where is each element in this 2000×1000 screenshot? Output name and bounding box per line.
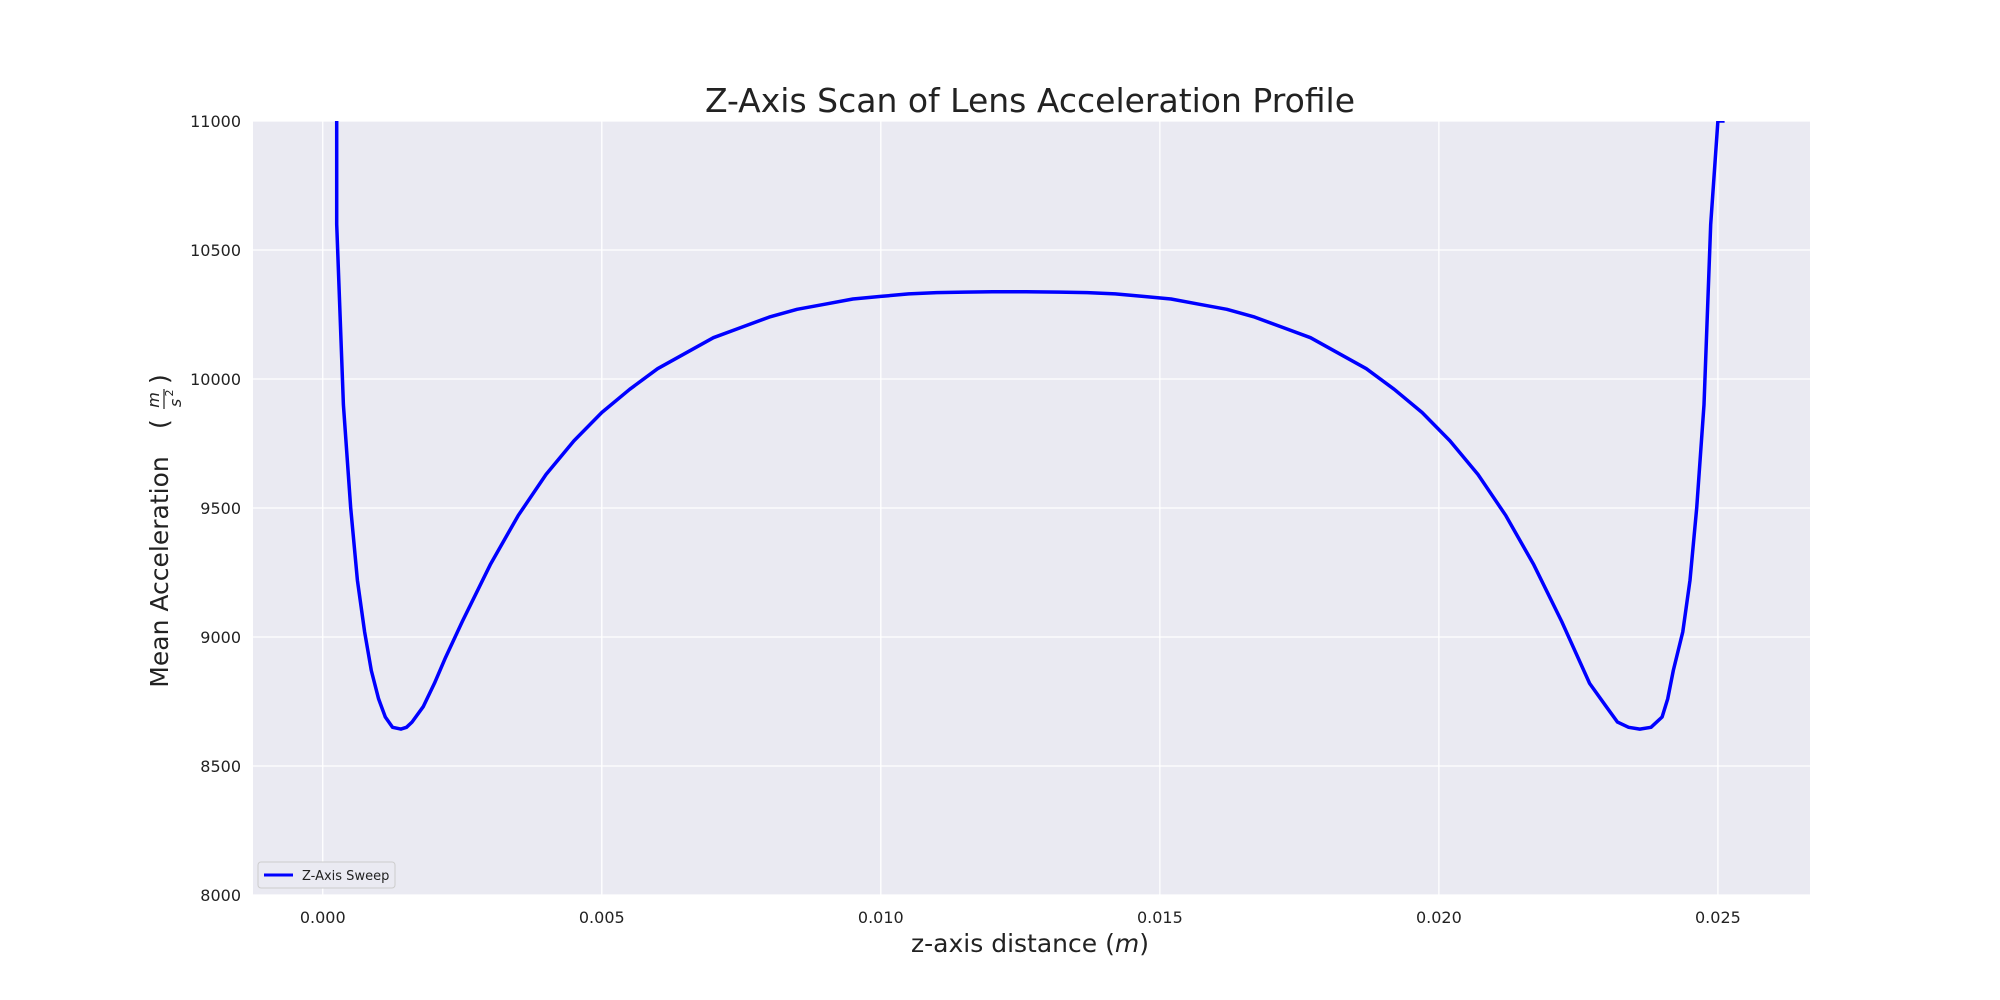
chart-title: Z-Axis Scan of Lens Acceleration Profile	[705, 81, 1355, 120]
y-tick-label: 11000	[190, 112, 241, 131]
series-line-z-axis-sweep	[334, 121, 1725, 731]
y-axis-label-text: Mean Acceleration	[145, 456, 174, 687]
y-axis-unit-open-paren: (	[145, 419, 174, 429]
y-axis-unit-close-paren: )	[145, 374, 174, 384]
y-axis-unit-exponent: 2	[163, 390, 176, 397]
y-tick-label: 9000	[200, 628, 241, 647]
y-tick-label: 10500	[190, 241, 241, 260]
legend: Z-Axis Sweep	[257, 861, 396, 889]
x-tick-label: 0.005	[579, 908, 625, 927]
y-axis-ticks: 8000 8500 9000 9500 10000 10500 11000	[190, 112, 241, 905]
y-axis-unit-numerator: m	[144, 392, 163, 408]
x-tick-label: 0.000	[300, 908, 346, 927]
legend-box	[257, 861, 396, 889]
x-tick-label: 0.025	[1695, 908, 1741, 927]
x-axis-label-text: z-axis distance	[911, 929, 1097, 958]
y-tick-label: 8000	[200, 886, 241, 905]
y-axis-label: Mean Acceleration ( m s 2 )	[144, 374, 185, 687]
grid-lines	[253, 120, 1810, 896]
y-tick-label: 10000	[190, 370, 241, 389]
x-tick-label: 0.020	[1416, 908, 1462, 927]
y-tick-label: 9500	[200, 499, 241, 518]
x-axis-unit: m	[1115, 929, 1139, 958]
legend-label-z-axis-sweep: Z-Axis Sweep	[302, 869, 389, 884]
x-tick-label: 0.015	[1137, 908, 1183, 927]
x-tick-label: 0.010	[858, 908, 904, 927]
y-tick-label: 8500	[200, 757, 241, 776]
x-axis-label: z-axis distance (m)	[911, 929, 1149, 958]
series-layer	[334, 121, 1725, 731]
y-axis-unit-denominator: s	[166, 399, 185, 407]
x-axis-ticks: 0.000 0.005 0.010 0.015 0.020 0.025	[300, 908, 1741, 927]
